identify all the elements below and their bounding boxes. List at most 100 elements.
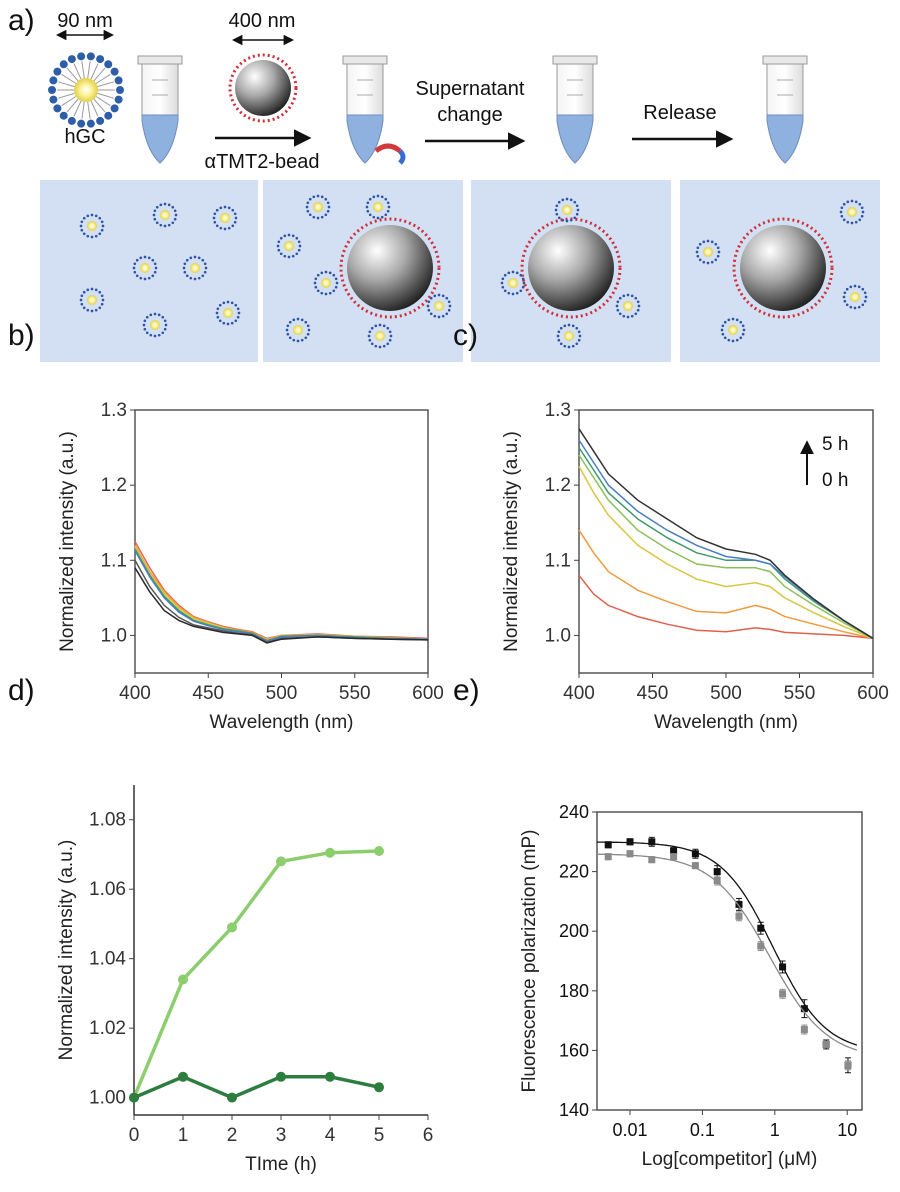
hgc-shell-dot <box>727 318 731 322</box>
hgc-shell-dot <box>279 236 283 240</box>
hgc-shell-dot <box>368 197 372 201</box>
hgc-shell-dot <box>448 304 452 308</box>
y-axis-label: Normalized intensity (a.u.) <box>57 431 78 652</box>
hgc-icon <box>79 287 105 313</box>
hgc-shell-dot <box>515 271 519 275</box>
data-point <box>374 846 384 856</box>
hgc-shell-dot <box>742 328 746 332</box>
hgc-shell-dot <box>173 209 177 213</box>
x-tick-label: 500 <box>710 683 742 704</box>
hgc-shell-dot <box>854 220 858 224</box>
hgc-icon <box>720 317 746 343</box>
hgc-shell-dot <box>849 285 853 289</box>
hgc-icon <box>842 284 868 310</box>
hgc-shell-dot <box>135 258 139 262</box>
hgc-icon <box>426 293 452 319</box>
data-point <box>757 942 765 950</box>
hgc-shell-dot <box>327 205 331 209</box>
ligand-line <box>87 61 91 79</box>
hgc-shell-dot <box>842 295 846 299</box>
hgc-shell-dot <box>154 266 158 270</box>
tube-liquid <box>346 114 384 164</box>
hgc-shell-dot <box>433 294 437 298</box>
hgc-core <box>74 78 98 102</box>
ligand-line <box>95 96 111 107</box>
y-axis-label: Normalized intensity (a.u.) <box>501 431 522 652</box>
hgc-shell-dot <box>561 198 565 202</box>
hgc-shell-dot <box>149 313 153 317</box>
hgc-shell-dot <box>386 326 390 330</box>
hgc-shell-dot <box>563 324 567 328</box>
hgc-shell-dot <box>312 195 316 199</box>
hgc-shell-dot <box>314 277 318 281</box>
data-point <box>227 1092 237 1103</box>
hgc-shell-dot <box>427 300 431 304</box>
hgc-shell-dot <box>197 276 201 280</box>
series-line <box>134 544 429 640</box>
hgc-shell-dot <box>723 320 727 324</box>
hgc-shell-dot <box>576 208 580 212</box>
hgc-shell-dot <box>370 342 374 346</box>
hgc-shell-dot <box>90 287 94 291</box>
hgc-shell-dot <box>100 302 104 306</box>
hgc-shell-dot <box>368 338 372 342</box>
hgc-icon <box>285 317 311 343</box>
hgc-shell-dot <box>300 338 304 342</box>
hgc-shell-dot <box>163 319 167 323</box>
hgc-shell-dot <box>386 201 390 205</box>
chart-panel-c: 400 450 500 550 600 1.0 1.1 1.2 1.3 Wavelength (n… <box>501 400 889 733</box>
hgc-shell-dot <box>447 308 451 312</box>
hgc-shell-dot <box>569 218 573 222</box>
hgc-shell-dot <box>237 311 241 315</box>
hgc-shell-dot <box>297 240 301 244</box>
hgc-shell-dot <box>741 332 745 336</box>
data-point <box>713 877 721 885</box>
x-tick-label: 400 <box>119 683 151 704</box>
hgc-shell-dot <box>291 234 295 238</box>
hgc-shell-dot <box>285 328 289 332</box>
ligand-head <box>53 104 62 113</box>
hgc-core <box>284 241 294 251</box>
hgc-shell-dot <box>164 323 168 327</box>
hgc-shell-dot <box>500 281 504 285</box>
hgc-shell-dot <box>98 306 102 310</box>
hgc-shell-dot <box>575 204 579 208</box>
hgc-shell-dot <box>507 271 511 275</box>
hgc-shell-dot <box>82 290 86 294</box>
hgc-shell-dot <box>215 208 219 212</box>
panel-d-label: d) <box>8 674 35 707</box>
hgc-shell-dot <box>159 203 163 207</box>
hgc-shell-dot <box>101 298 105 302</box>
hgc-shell-dot <box>374 324 378 328</box>
bead-shell <box>732 217 834 319</box>
hgc-shell-dot <box>183 262 187 266</box>
hgc-icon <box>212 205 238 231</box>
hgc-shell-dot <box>324 213 328 217</box>
ligand-head <box>77 119 86 128</box>
schematic-box-bg <box>40 180 258 362</box>
hgc-shell-dot <box>441 314 445 318</box>
hgc-shell-dot <box>283 234 287 238</box>
hgc-shell-dot <box>297 248 301 252</box>
hgc-shell-dot <box>151 258 155 262</box>
schematic-box <box>680 180 880 362</box>
tubes <box>137 55 808 164</box>
hgc-shell-dot <box>706 261 710 265</box>
ligand-head <box>116 86 124 94</box>
hgc-shell-dot <box>291 254 295 258</box>
hgc-shell-dot <box>511 270 515 274</box>
hgc-shell-dot <box>171 205 175 209</box>
series-line <box>134 567 429 644</box>
hgc-core <box>293 325 303 335</box>
hgc-shell-dot <box>575 342 579 346</box>
hgc-shell-dot <box>147 276 151 280</box>
hgc-shell-dot <box>233 212 237 216</box>
hgc-shell-dot <box>374 344 378 348</box>
hgc-shell-dot <box>304 336 308 340</box>
hgc-shell-dot <box>332 289 336 293</box>
hgc-shell-dot <box>153 270 157 274</box>
hgc-core <box>321 278 331 288</box>
hgc-shell-dot <box>557 216 561 220</box>
hgc-shell-dot <box>376 194 380 198</box>
tube-liquid <box>141 114 179 164</box>
